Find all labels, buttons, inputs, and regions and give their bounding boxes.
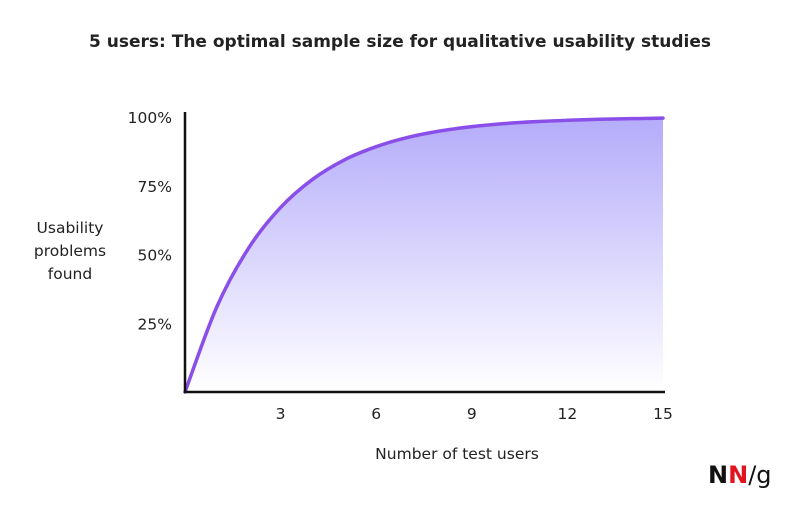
logo-n1: N (708, 461, 728, 489)
x-tick-label: 3 (276, 405, 286, 423)
y-tick-label: 50% (138, 247, 172, 265)
logo: NN/g (708, 461, 772, 489)
logo-n2: N (728, 461, 748, 489)
x-tick-label: 6 (371, 405, 381, 423)
x-tick-label: 15 (653, 405, 673, 423)
x-axis-label: Number of test users (375, 445, 539, 463)
x-tick-label: 12 (558, 405, 578, 423)
logo-g: /g (748, 461, 771, 489)
y-tick-label: 100% (128, 109, 172, 127)
y-axis-label: Usability problems found (33, 219, 107, 283)
plot-area (183, 116, 665, 394)
y-tick-label: 75% (138, 178, 172, 196)
x-tick-label: 9 (467, 405, 477, 423)
line (183, 116, 665, 394)
area (185, 118, 663, 392)
chart-title: 5 users: The optimal sample size for qua… (89, 32, 711, 52)
y-tick-label: 25% (138, 315, 172, 333)
